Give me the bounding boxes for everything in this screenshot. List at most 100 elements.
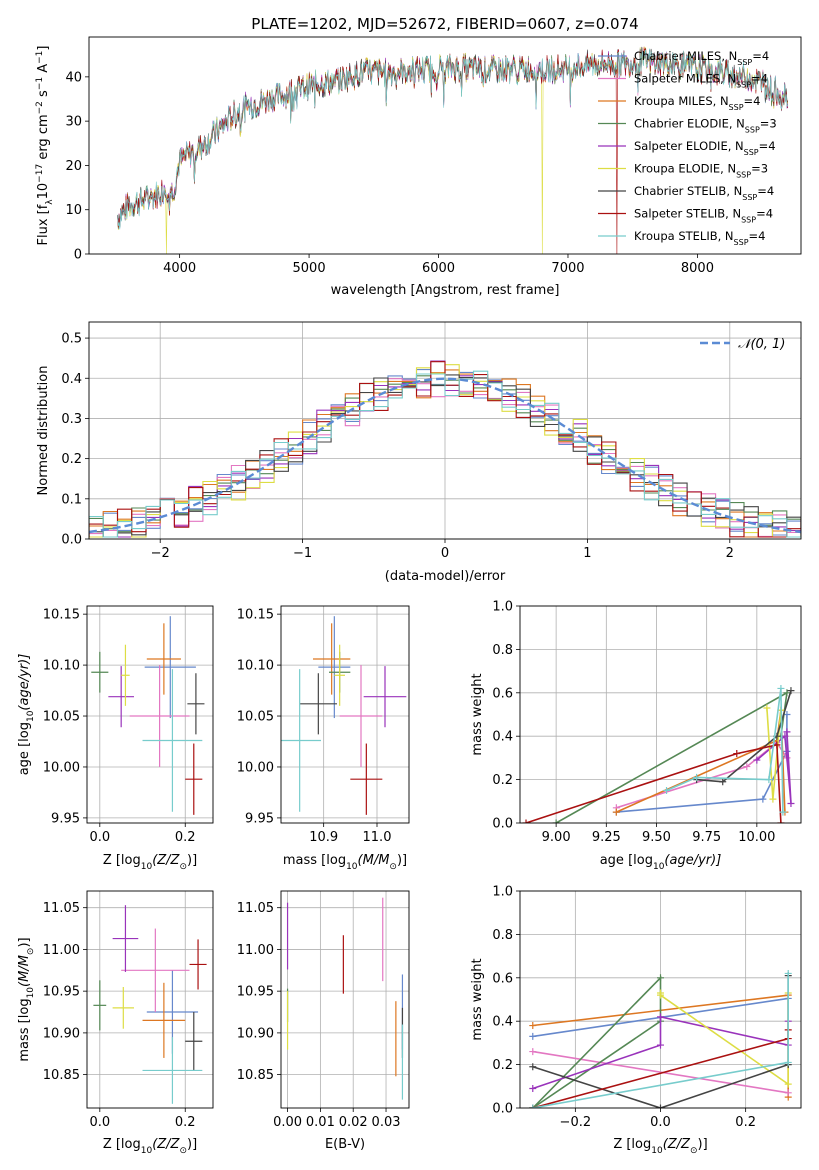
series-point bbox=[529, 1104, 537, 1108]
errorbar-kroupa-elodie bbox=[121, 644, 130, 706]
y-tick-label: 11.00 bbox=[43, 943, 80, 958]
axes-frame bbox=[280, 605, 410, 824]
errorbar-salpeter-stelib bbox=[189, 939, 207, 990]
legend-label: Salpeter ELODIE, N bbox=[634, 139, 744, 153]
axes-frame bbox=[88, 321, 802, 540]
series-point bbox=[612, 808, 620, 816]
legend-label: Chabrier MILES, N bbox=[634, 49, 737, 63]
series-point bbox=[779, 808, 787, 816]
legend-label: Salpeter MILES, N bbox=[634, 72, 736, 86]
series-point bbox=[773, 741, 781, 749]
legend-suffix: =4 bbox=[757, 184, 774, 198]
x-axis-label: (data-model)/error bbox=[385, 569, 506, 584]
series-point bbox=[777, 819, 785, 823]
y-axis-label-part: s bbox=[36, 90, 51, 101]
y-axis-label-part: 10 bbox=[26, 987, 36, 999]
errorbar-chabrier-elodie bbox=[93, 980, 107, 1031]
legend-sub: SSP bbox=[737, 58, 752, 67]
y-axis-label-part: 10 bbox=[26, 710, 36, 722]
axes-frame bbox=[86, 605, 214, 824]
y-tick-label: 0 bbox=[74, 248, 82, 263]
errorbar-kroupa-stelib bbox=[142, 1037, 203, 1104]
x-axis-label-part: 10 bbox=[346, 862, 358, 872]
x-axis-label: wavelength [Angstrom, rest frame] bbox=[331, 283, 560, 298]
series-point bbox=[719, 778, 727, 786]
series-point bbox=[657, 1104, 664, 1108]
y-axis-label-part: mass [log bbox=[17, 998, 32, 1061]
series-point bbox=[529, 1063, 537, 1071]
y-axis-label-part: −1 bbox=[35, 51, 45, 64]
errorbar-chabrier-stelib bbox=[299, 673, 337, 735]
series-point bbox=[657, 991, 664, 999]
x-tick-label: −0.2 bbox=[560, 1115, 592, 1130]
axes-frame bbox=[280, 890, 410, 1109]
errorbar-kroupa-miles bbox=[142, 982, 186, 1058]
y-tick-label: 0.6 bbox=[492, 686, 513, 701]
y-axis-label: age [log10(age/yr)] bbox=[17, 654, 36, 776]
x-axis-label-part: )] bbox=[698, 1137, 708, 1152]
x-axis-label-part: )] bbox=[397, 853, 407, 868]
y-tick-label: 0.8 bbox=[492, 643, 513, 658]
histogram-kroupa-elodie bbox=[89, 364, 801, 538]
y-axis-label-part: (M/M bbox=[17, 955, 32, 987]
x-axis-label: Z [log10(Z/Z⊙)] bbox=[613, 1137, 707, 1156]
errorbar-kroupa-stelib bbox=[142, 669, 203, 812]
x-tick-label: 9.50 bbox=[642, 830, 671, 845]
y-tick-label: 10.00 bbox=[43, 760, 80, 775]
series-point bbox=[759, 795, 767, 803]
legend-suffix: =3 bbox=[751, 162, 768, 176]
legend-entry-chabrier-elodie: Chabrier ELODIE, NSSP=3 bbox=[634, 117, 777, 135]
y-tick-label: 10.95 bbox=[43, 985, 80, 1000]
series-salpeter-elodie bbox=[753, 728, 795, 807]
axes-frame bbox=[88, 36, 802, 255]
x-axis-label-part: 10 bbox=[141, 862, 153, 872]
x-tick-label: 4000 bbox=[163, 261, 196, 276]
y-tick-label: 9.95 bbox=[245, 811, 274, 826]
series-point bbox=[657, 974, 664, 982]
errorbar-salpeter-miles bbox=[121, 928, 190, 1013]
legend-sub: SSP bbox=[745, 125, 760, 134]
x-axis-label-part: ⊙ bbox=[179, 1146, 187, 1156]
x-tick-label: 6000 bbox=[422, 261, 455, 276]
series-point bbox=[529, 1022, 537, 1030]
series-point bbox=[663, 786, 671, 794]
y-axis-label-part: −1 bbox=[35, 77, 45, 90]
x-axis-label-part: ⊙ bbox=[690, 1146, 698, 1156]
series-point bbox=[787, 687, 795, 695]
errorbar-chabrier-miles bbox=[318, 616, 351, 719]
series-line bbox=[532, 1050, 789, 1094]
y-axis-label: mass [log10(M/M⊙)] bbox=[17, 937, 36, 1061]
x-axis-label-part: ⊙ bbox=[389, 862, 397, 872]
legend-suffix: =4 bbox=[749, 229, 766, 243]
y-tick-label: 10.05 bbox=[43, 710, 80, 725]
x-tick-label: 10.00 bbox=[738, 830, 775, 845]
y-tick-label: 1.0 bbox=[492, 600, 513, 615]
errorbar-salpeter-stelib bbox=[185, 743, 203, 815]
series-point bbox=[784, 1080, 792, 1088]
x-axis-label: mass [log10(M/M⊙)] bbox=[283, 853, 407, 872]
y-axis-label: mass weight bbox=[470, 673, 485, 755]
x-axis-label-part: Z [log bbox=[103, 1137, 141, 1152]
y-tick-label: 30 bbox=[65, 115, 82, 130]
legend-suffix: =4 bbox=[751, 72, 768, 86]
x-tick-label: 11.0 bbox=[363, 830, 392, 845]
errorbar-kroupa-stelib bbox=[281, 669, 321, 812]
errorbar-chabrier-stelib bbox=[185, 1012, 203, 1071]
axes-age-vs-mass: 10.9 11.0 9.95 10.00 10.05 10.10 10.15 bbox=[237, 606, 409, 845]
legend-entry-normal: 𝒩(0, 1) bbox=[738, 337, 785, 352]
x-tick-label: −2 bbox=[151, 546, 170, 561]
y-tick-label: 0.2 bbox=[61, 452, 82, 467]
legend-label: Kroupa ELODIE, N bbox=[634, 162, 736, 176]
series-point bbox=[552, 819, 560, 823]
errorbar-salpeter-elodie bbox=[363, 666, 407, 728]
y-tick-label: 10.85 bbox=[237, 1068, 274, 1083]
series-line bbox=[756, 731, 792, 804]
series-point bbox=[784, 969, 792, 977]
x-tick-label: 0.03 bbox=[372, 1115, 401, 1130]
x-tick-label: 10.9 bbox=[309, 830, 338, 845]
axes-frame bbox=[519, 890, 802, 1109]
series-point bbox=[783, 728, 791, 736]
legend-sub: SSP bbox=[742, 193, 757, 202]
